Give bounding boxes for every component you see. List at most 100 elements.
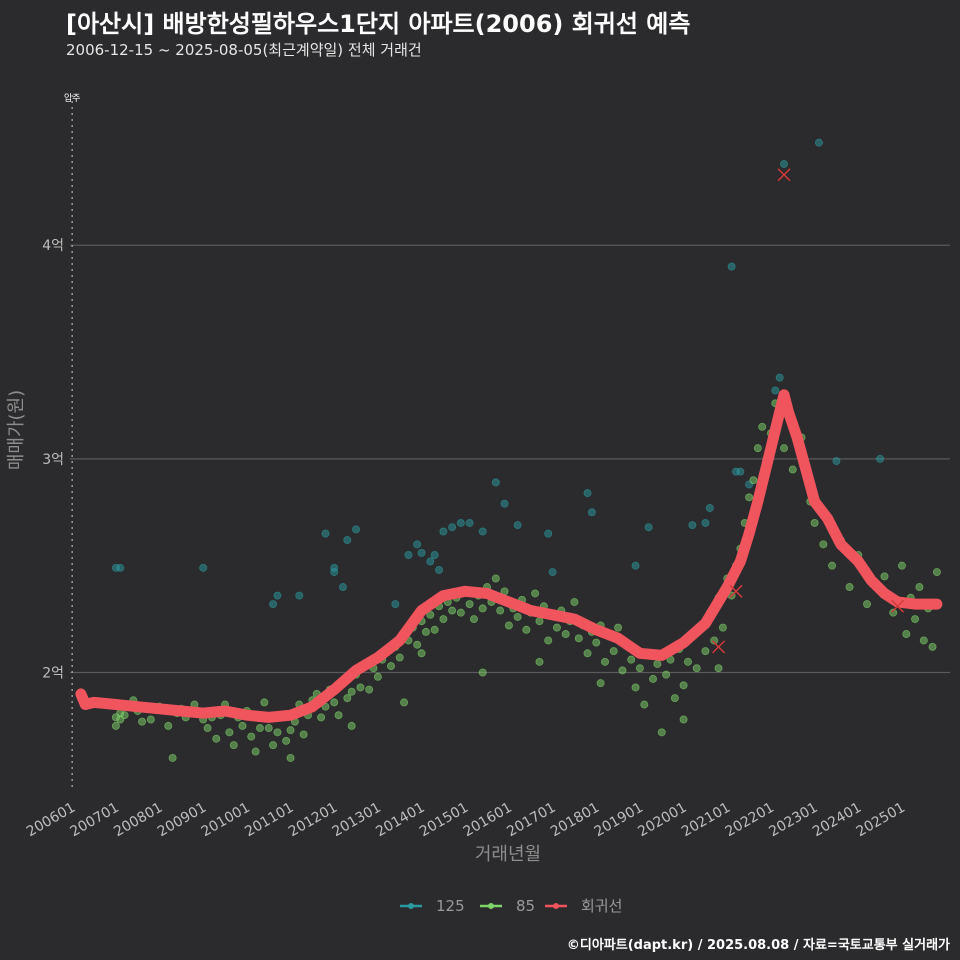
svg-text:85: 85: [516, 897, 535, 915]
chart-legend: 125 85 회귀선: [400, 897, 622, 915]
point-85-151: [810, 518, 819, 527]
point-85-72: [448, 606, 457, 615]
y-axis-title: 매매가(원): [6, 390, 27, 470]
point-85-24: [238, 721, 247, 730]
point-85-107: [600, 657, 609, 666]
y-tick-label-1: 3억: [42, 452, 64, 468]
point-85-120: [657, 728, 666, 737]
chart-title: [아산시] 배방한성필하우스1단지 아파트(2006) 회귀선 예측: [66, 10, 691, 38]
svg-text:125: 125: [436, 897, 465, 915]
svg-text:회귀선: 회귀선: [581, 897, 622, 915]
point-85-128: [692, 664, 701, 673]
point-85-92: [535, 617, 544, 626]
point-85-148: [788, 465, 797, 474]
point-125-43: [269, 600, 278, 609]
point-125-19: [456, 518, 465, 527]
point-125-11: [404, 551, 413, 560]
point-85-103: [583, 649, 592, 658]
point-85-101: [574, 634, 583, 643]
point-125-3: [273, 591, 282, 600]
point-85-91: [531, 589, 540, 598]
point-85-85: [504, 621, 513, 630]
legend-item-0: 125: [400, 897, 465, 915]
outlier-marker-2: [712, 640, 726, 654]
point-125-18: [448, 523, 457, 532]
point-85-82: [491, 574, 500, 583]
point-125-26: [587, 508, 596, 517]
point-125-39: [832, 456, 841, 465]
point-85-0: [111, 721, 120, 730]
point-85-38: [299, 730, 308, 739]
x-tick-label-0: 200601: [24, 800, 78, 841]
y-tick-label-2: 4억: [42, 238, 64, 254]
point-85-17: [203, 724, 212, 733]
x-tick-label-12: 201801: [548, 800, 602, 841]
point-85-114: [631, 683, 640, 692]
point-125-37: [775, 373, 784, 382]
point-125-9: [343, 536, 352, 545]
point-125-20: [465, 518, 474, 527]
point-85-134: [718, 623, 727, 632]
point-85-89: [522, 625, 531, 634]
point-125-28: [644, 523, 653, 532]
point-85-35: [286, 726, 295, 735]
x-tick-label-3: 200901: [155, 800, 209, 841]
point-125-2: [199, 563, 208, 572]
point-125-42: [727, 262, 736, 271]
point-85-164: [911, 615, 920, 624]
point-125-21: [478, 527, 487, 536]
point-85-172: [282, 736, 291, 745]
point-125-27: [583, 489, 592, 498]
x-tick-label-9: 201501: [417, 800, 471, 841]
point-85-155: [845, 583, 854, 592]
outlier-marker-1: [729, 584, 743, 598]
point-85-125: [679, 681, 688, 690]
point-85-70: [439, 615, 448, 624]
point-85-115: [635, 664, 644, 673]
chart-subtitle: 2006-12-15 ~ 2025-08-05(최근계약일) 전체 거래건: [66, 41, 422, 59]
point-85-28: [255, 724, 264, 733]
legend-item-1: 85: [480, 897, 535, 915]
point-125-22: [500, 499, 509, 508]
point-85-141: [749, 476, 758, 485]
point-85-159: [880, 572, 889, 581]
point-85-55: [373, 672, 382, 681]
point-85-83: [496, 606, 505, 615]
x-axis-title: 거래년월: [475, 844, 541, 865]
source-caption: ©디아파트(dapt.kr) / 2025.08.08 / 자료=국토교통부 실…: [566, 938, 950, 953]
point-85-110: [614, 623, 623, 632]
x-tick-label-10: 201601: [461, 800, 515, 841]
point-125-23: [544, 529, 553, 538]
point-85-79: [478, 604, 487, 613]
point-85-30: [264, 724, 273, 733]
point-85-32: [273, 728, 282, 737]
point-85-147: [780, 444, 789, 453]
point-85-143: [758, 422, 767, 431]
point-85-22: [229, 741, 238, 750]
point-125-25: [548, 568, 557, 577]
x-tick-label-5: 201101: [242, 800, 296, 841]
point-85-123: [670, 694, 679, 703]
point-85-27: [251, 747, 260, 756]
point-85-18: [212, 734, 221, 743]
point-125-35: [736, 467, 745, 476]
point-85-170: [347, 721, 356, 730]
point-85-175: [417, 649, 426, 658]
point-125-46: [631, 561, 640, 570]
point-125-44: [391, 600, 400, 609]
x-tick-label-11: 201701: [504, 800, 558, 841]
point-125-1: [116, 563, 125, 572]
point-125-17: [439, 527, 448, 536]
x-tick-label-18: 202401: [810, 800, 864, 841]
x-tick-label-6: 201201: [286, 800, 340, 841]
point-125-10: [352, 525, 361, 534]
point-85-142: [753, 444, 762, 453]
point-125-24: [513, 521, 522, 530]
point-85-180: [596, 679, 605, 688]
point-85-4: [120, 711, 129, 720]
point-85-7: [138, 717, 147, 726]
x-tick-label-7: 201301: [330, 800, 384, 841]
point-85-160: [889, 608, 898, 617]
x-tick-label-1: 200701: [68, 800, 122, 841]
